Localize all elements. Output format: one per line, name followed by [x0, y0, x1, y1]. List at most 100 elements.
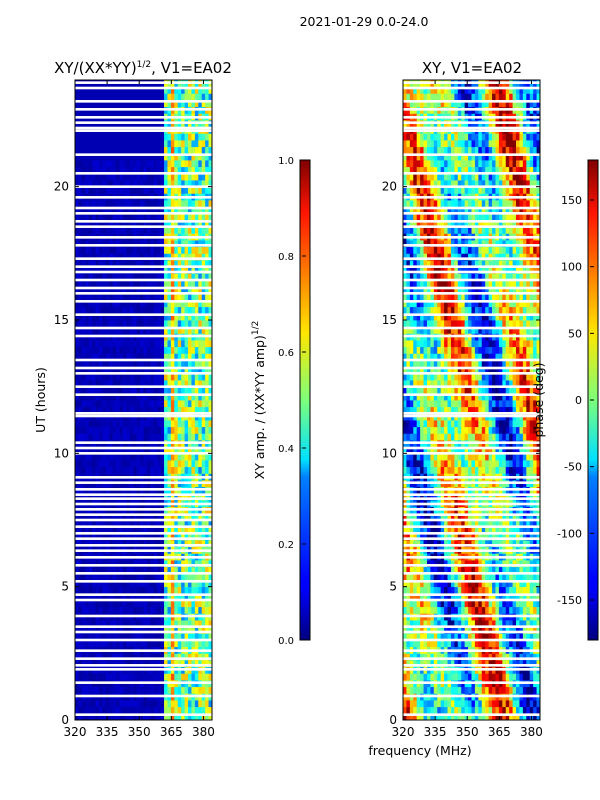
heatmap-cell [160, 526, 165, 534]
heatmap-cell [136, 606, 141, 614]
heatmap-cell [174, 433, 179, 441]
heatmap-cell [426, 700, 431, 708]
heatmap-cell [170, 153, 175, 161]
heatmap-cell [423, 560, 428, 568]
heatmap-cell [112, 200, 117, 208]
heatmap-cell [98, 186, 103, 194]
heatmap-cell [153, 600, 158, 608]
heatmap-cell [509, 586, 513, 594]
heatmap-cell [85, 406, 90, 414]
heatmap-cell [102, 673, 107, 681]
heatmap-cell [116, 700, 120, 708]
heatmap-cell [447, 593, 452, 601]
heatmap-cell [81, 373, 86, 381]
heatmap-cell [167, 420, 172, 428]
heatmap-cell [167, 560, 172, 568]
heatmap-cell [143, 493, 148, 501]
heatmap-cell [92, 286, 96, 294]
heatmap-cell [519, 566, 524, 574]
heatmap-cell [502, 626, 507, 634]
heatmap-cell [208, 133, 213, 141]
heatmap-cell [146, 160, 151, 168]
heatmap-cell [143, 513, 148, 521]
heatmap-cell [164, 186, 168, 194]
heatmap-cell [198, 426, 203, 434]
heatmap-cell [143, 626, 148, 634]
heatmap-cell [502, 700, 507, 708]
heatmap-cell [140, 100, 144, 108]
heatmap-cell [122, 633, 127, 641]
heatmap-cell [191, 166, 196, 174]
phase-panel-title: XY, V1=EA02 [422, 59, 522, 77]
heatmap-cell [160, 266, 165, 274]
heatmap-cell [143, 326, 148, 334]
heatmap-cell [184, 240, 189, 248]
heatmap-cell [481, 606, 486, 614]
heatmap-cell [150, 526, 155, 534]
heatmap-cell [447, 566, 452, 574]
heatmap-cell [143, 573, 148, 581]
heatmap-cell [502, 606, 507, 614]
flagged-row [75, 121, 212, 124]
heatmap-cell [133, 633, 138, 641]
heatmap-cell [146, 566, 151, 574]
heatmap-cell [143, 213, 148, 221]
heatmap-cell [191, 460, 196, 468]
heatmap-cell [205, 226, 209, 234]
heatmap-cell [136, 160, 141, 168]
heatmap-cell [109, 86, 114, 94]
heatmap-cell [444, 660, 448, 668]
heatmap-cell [188, 453, 192, 461]
heatmap-cell [81, 180, 86, 188]
heatmap-cell [75, 580, 79, 588]
heatmap-cell [116, 560, 120, 568]
heatmap-cell [492, 660, 496, 668]
heatmap-cell [170, 386, 175, 394]
heatmap-cell [191, 433, 196, 441]
heatmap-cell [167, 533, 172, 541]
heatmap-cell [160, 626, 165, 634]
heatmap-cell [433, 640, 438, 648]
heatmap-cell [170, 713, 175, 721]
heatmap-cell [488, 633, 493, 641]
heatmap-cell [102, 526, 107, 534]
heatmap-cell [112, 393, 117, 401]
heatmap-cell [464, 560, 469, 568]
heatmap-cell [85, 353, 90, 361]
heatmap-cell [85, 166, 90, 174]
heatmap-cell [146, 393, 151, 401]
heatmap-cell [492, 640, 496, 648]
heatmap-cell [81, 353, 86, 361]
heatmap-cell [81, 400, 86, 408]
heatmap-cell [433, 673, 438, 681]
heatmap-cell [153, 160, 158, 168]
heatmap-cell [136, 673, 141, 681]
heatmap-cell [157, 393, 162, 401]
heatmap-cell [177, 673, 182, 681]
heatmap-cell [136, 560, 141, 568]
heatmap-cell [194, 260, 199, 268]
heatmap-cell [516, 633, 520, 641]
heatmap-cell [119, 86, 124, 94]
heatmap-cell [140, 200, 144, 208]
heatmap-cell [403, 673, 407, 681]
heatmap-cell [208, 146, 213, 154]
heatmap-cell [109, 686, 114, 694]
heatmap-cell [105, 700, 110, 708]
heatmap-cell [81, 520, 86, 528]
heatmap-cell [188, 520, 192, 528]
heatmap-cell [102, 186, 107, 194]
heatmap-cell [160, 200, 165, 208]
heatmap-cell [136, 386, 141, 394]
heatmap-cell [177, 446, 182, 454]
flagged-row [75, 100, 212, 103]
heatmap-cell [157, 260, 162, 268]
heatmap-cell [78, 273, 83, 281]
heatmap-cell [205, 140, 209, 148]
heatmap-cell [519, 606, 524, 614]
heatmap-cell [122, 426, 127, 434]
heatmap-cell [177, 453, 182, 461]
heatmap-cell [198, 700, 203, 708]
heatmap-cell [85, 373, 90, 381]
heatmap-cell [85, 226, 90, 234]
